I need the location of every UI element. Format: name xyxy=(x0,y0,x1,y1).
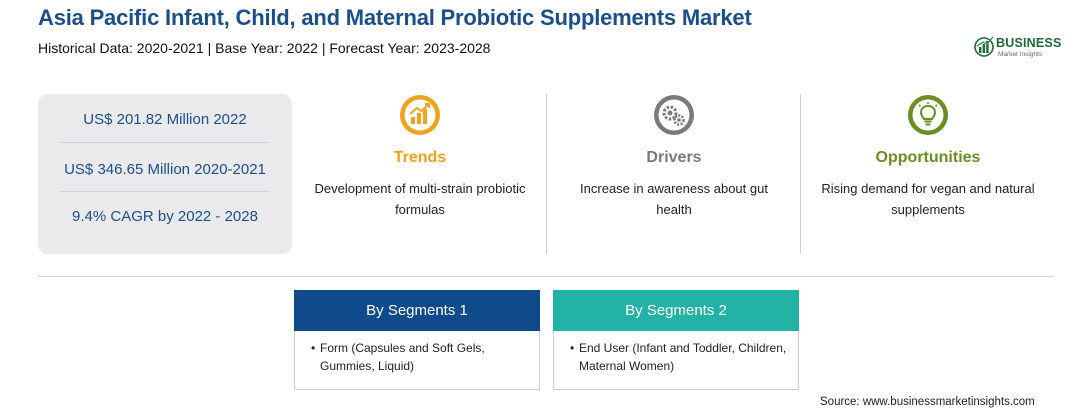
segment-card-2: By Segments 2 End User (Infant and Toddl… xyxy=(553,290,799,390)
globe-logo-icon xyxy=(974,36,994,57)
trends-column: Trends Development of multi-strain probi… xyxy=(300,94,540,254)
drivers-text: Increase in awareness about gut health xyxy=(580,181,768,217)
opportunities-heading: Opportunities xyxy=(875,149,981,166)
trend-chart-icon xyxy=(400,95,440,135)
gears-icon xyxy=(654,95,694,135)
stat-market-value-2022: US$ 201.82 Million 2022 xyxy=(83,111,247,128)
segment-card-1: By Segments 1 Form (Capsules and Soft Ge… xyxy=(294,290,540,390)
opportunities-text: Rising demand for vegan and natural supp… xyxy=(821,181,1035,217)
column-divider xyxy=(800,94,801,254)
market-stats-panel: US$ 201.82 Million 2022 US$ 346.65 Milli… xyxy=(38,94,292,254)
logo-name: BUSINESS xyxy=(996,36,1062,50)
stat-cagr: 9.4% CAGR by 2022 - 2028 xyxy=(72,208,258,225)
page-subtitle: Historical Data: 2020-2021 | Base Year: … xyxy=(38,40,491,56)
brand-logo[interactable]: BUSINESS Market Insights xyxy=(974,34,1064,62)
opportunities-column: Opportunities Rising demand for vegan an… xyxy=(808,94,1048,254)
trends-heading: Trends xyxy=(393,149,447,166)
stat-divider xyxy=(60,191,270,192)
segment-2-heading: By Segments 2 xyxy=(553,290,799,331)
stat-market-value-historical: US$ 346.65 Million 2020-2021 xyxy=(64,161,266,178)
lightbulb-icon xyxy=(908,95,948,135)
section-divider xyxy=(38,276,1054,277)
trends-text: Development of multi-strain probiotic fo… xyxy=(314,181,526,217)
page-title: Asia Pacific Infant, Child, and Maternal… xyxy=(38,5,752,30)
drivers-column: Drivers Increase in awareness about gut … xyxy=(554,94,794,254)
source-credit: Source: www.businessmarketinsights.com xyxy=(820,396,1035,408)
stat-divider xyxy=(60,142,270,143)
segment-1-heading: By Segments 1 xyxy=(294,290,540,331)
drivers-heading: Drivers xyxy=(646,149,702,166)
segment-2-item: End User (Infant and Toddler, Children, … xyxy=(570,339,798,375)
segment-1-item: Form (Capsules and Soft Gels, Gummies, L… xyxy=(311,339,539,375)
logo-tagline: Market Insights xyxy=(998,51,1043,58)
column-divider xyxy=(546,94,547,254)
